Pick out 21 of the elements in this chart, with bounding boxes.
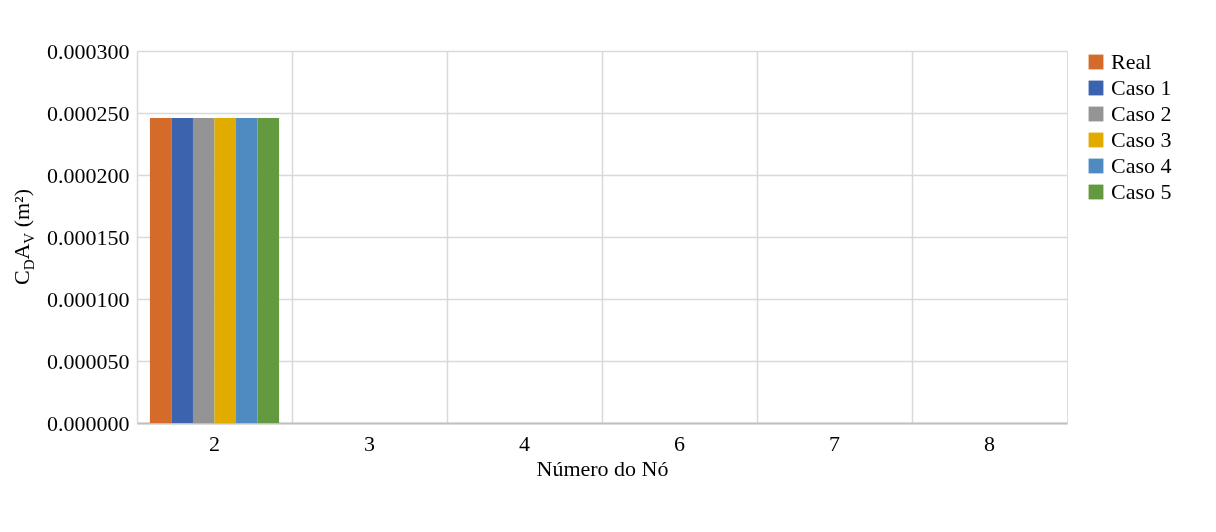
legend-label: Caso 1 <box>1111 75 1172 100</box>
y-tick-label: 0.000150 <box>47 224 130 250</box>
x-tick-label: 8 <box>984 430 995 456</box>
x-tick-label: 3 <box>364 430 375 456</box>
y-axis-title: CDAV (m²) <box>9 188 37 286</box>
y-tick-label: 0.000050 <box>47 348 130 374</box>
x-tick-label: 6 <box>674 430 685 456</box>
y-tick-label: 0.000000 <box>47 410 130 436</box>
x-tick-label: 7 <box>829 430 840 456</box>
legend-label: Caso 2 <box>1111 101 1172 126</box>
legend-label: Caso 5 <box>1111 179 1172 204</box>
x-tick-label: 2 <box>209 430 220 456</box>
y-tick-label: 0.000200 <box>47 162 130 188</box>
y-tick-label: 0.000100 <box>47 286 130 312</box>
legend-label: Caso 3 <box>1111 127 1172 152</box>
y-tick-label: 0.000250 <box>47 100 130 126</box>
x-tick-label: 4 <box>519 430 530 456</box>
y-tick-label: 0.000300 <box>47 38 130 64</box>
legend-label: Real <box>1111 49 1152 74</box>
legend-label: Caso 4 <box>1111 153 1172 178</box>
x-axis-title: Número do Nó <box>536 455 669 481</box>
